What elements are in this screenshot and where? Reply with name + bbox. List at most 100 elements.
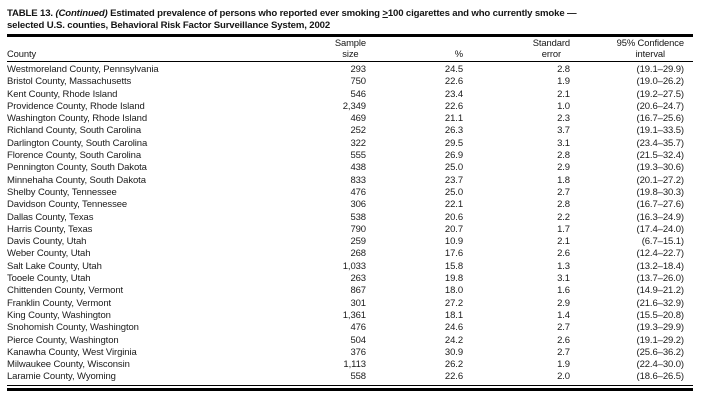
percent-cell: 24.6 (444, 322, 463, 334)
table-body: Westmoreland County, Pennsylvania 293 24… (7, 62, 693, 384)
county-cell: Laramie County, Wyoming (7, 371, 116, 383)
sample-size-cell: 476 (350, 322, 366, 334)
sample-size-cell: 301 (350, 297, 366, 309)
table-row: Shelby County, Tennessee 476 25.0 2.7 (1… (7, 187, 693, 199)
sample-size-cell: 438 (350, 162, 366, 174)
top-rule (7, 34, 693, 37)
table-row: Richland County, South Carolina 252 26.3… (7, 125, 693, 137)
standard-error-cell: 2.8 (557, 199, 570, 211)
county-cell: Providence County, Rhode Island (7, 100, 145, 112)
confidence-interval-cell: (20.6–24.7) (636, 100, 685, 112)
sample-size-cell: 293 (350, 64, 366, 75)
standard-error-cell: 1.6 (557, 285, 570, 297)
percent-cell: 17.6 (444, 248, 463, 260)
sample-size-cell: 867 (350, 285, 366, 297)
percent-cell: 20.7 (444, 223, 463, 235)
percent-cell: 22.1 (444, 199, 463, 211)
sample-size-cell: 306 (350, 199, 366, 211)
standard-error-cell: 2.6 (557, 248, 570, 260)
confidence-interval-cell: (20.1–27.2) (636, 174, 685, 186)
percent-cell: 26.2 (444, 359, 463, 371)
county-cell: Chittenden County, Vermont (7, 285, 124, 297)
table-title: TABLE 13. (Continued) Estimated prevalen… (7, 8, 693, 32)
column-header-county: County (7, 47, 37, 59)
confidence-interval-cell: (19.2–27.5) (636, 88, 685, 100)
county-cell: Westmoreland County, Pennsylvania (7, 64, 159, 75)
standard-error-cell: 2.0 (557, 371, 570, 383)
table-row: Salt Lake County, Utah 1,033 15.8 1.3 (1… (7, 261, 693, 273)
confidence-interval-cell: (21.6–32.9) (636, 297, 685, 309)
confidence-interval-cell: (6.7–15.1) (641, 236, 684, 248)
standard-error-cell: 2.8 (557, 64, 570, 75)
standard-error-cell: 2.1 (557, 88, 570, 100)
percent-cell: 15.8 (444, 260, 463, 272)
sample-size-cell: 538 (350, 211, 366, 223)
county-cell: Pennington County, South Dakota (7, 162, 147, 174)
confidence-interval-cell: (19.3–30.6) (636, 162, 685, 174)
percent-cell: 24.2 (444, 334, 463, 346)
table-row: Tooele County, Utah 263 19.8 3.1 (13.7–2… (7, 273, 693, 285)
table-title-line-2: selected U.S. counties, Behavioral Risk … (7, 20, 331, 31)
sample-size-cell: 546 (350, 88, 366, 100)
sample-size-cell: 504 (350, 334, 366, 346)
table-row: Minnehaha County, South Dakota 833 23.7 … (7, 175, 693, 187)
table-row: Weber County, Utah 268 17.6 2.6 (12.4–22… (7, 248, 693, 260)
sample-size-cell: 1,033 (342, 260, 366, 272)
standard-error-cell: 2.7 (557, 322, 570, 334)
sample-size-cell: 750 (350, 76, 366, 88)
confidence-interval-cell: (22.4–30.0) (636, 359, 685, 371)
county-cell: Shelby County, Tennessee (7, 186, 117, 198)
table-row: King County, Washington 1,361 18.1 1.4 (… (7, 310, 693, 322)
sample-size-cell: 322 (350, 137, 366, 149)
percent-cell: 25.0 (444, 162, 463, 174)
sample-size-cell: 1,361 (342, 309, 366, 321)
percent-cell: 22.6 (444, 100, 463, 112)
standard-error-cell: 2.1 (557, 236, 570, 248)
county-cell: Kanawha County, West Virginia (7, 346, 137, 358)
county-cell: Harris County, Texas (7, 223, 93, 235)
table-label: TABLE 13. (7, 8, 53, 19)
table-row: Laramie County, Wyoming 558 22.6 2.0 (18… (7, 371, 693, 383)
confidence-interval-cell: (19.0–26.2) (636, 76, 685, 88)
percent-cell: 18.0 (444, 285, 463, 297)
percent-cell: 30.9 (444, 346, 463, 358)
county-cell: Weber County, Utah (7, 248, 91, 260)
sample-size-cell: 1,113 (343, 359, 366, 371)
column-header-confidence-interval: 95% Confidence interval (616, 37, 685, 59)
county-cell: Franklin County, Vermont (7, 297, 112, 309)
percent-cell: 27.2 (444, 297, 463, 309)
table-row: Florence County, South Carolina 555 26.9… (7, 150, 693, 162)
table-row: Franklin County, Vermont 301 27.2 2.9 (2… (7, 298, 693, 310)
standard-error-cell: 1.4 (557, 309, 570, 321)
confidence-interval-cell: (19.8–30.3) (636, 186, 685, 198)
confidence-interval-cell: (19.1–29.9) (636, 64, 685, 75)
sample-size-cell: 469 (350, 113, 366, 125)
standard-error-cell: 2.7 (557, 186, 570, 198)
confidence-interval-cell: (16.3–24.9) (636, 211, 685, 223)
confidence-interval-cell: (12.4–22.7) (636, 248, 685, 260)
standard-error-cell: 2.3 (557, 113, 570, 125)
confidence-interval-cell: (13.7–26.0) (636, 273, 685, 285)
standard-error-cell: 1.9 (557, 76, 570, 88)
table-title-text-cont: 100 cigarettes and who currently smoke — (387, 8, 577, 19)
table-row: Providence County, Rhode Island 2,349 22… (7, 101, 693, 113)
percent-cell: 10.9 (444, 236, 463, 248)
table-row: Pennington County, South Dakota 438 25.0… (7, 162, 693, 174)
sample-size-cell: 558 (350, 371, 366, 383)
table-row: Westmoreland County, Pennsylvania 293 24… (7, 64, 693, 76)
confidence-interval-cell: (16.7–25.6) (636, 113, 685, 125)
county-cell: Dallas County, Texas (7, 211, 94, 223)
percent-cell: 23.7 (444, 174, 463, 186)
county-cell: Darlington County, South Carolina (7, 137, 148, 149)
county-cell: Kent County, Rhode Island (7, 88, 118, 100)
county-cell: Milwaukee County, Wisconsin (7, 359, 130, 371)
standard-error-cell: 1.0 (557, 100, 570, 112)
table-continued-label: (Continued) (55, 8, 108, 19)
table-row: Kanawha County, West Virginia 376 30.9 2… (7, 347, 693, 359)
county-cell: Florence County, South Carolina (7, 150, 142, 162)
table-row: Milwaukee County, Wisconsin 1,113 26.2 1… (7, 359, 693, 371)
table-row: Washington County, Rhode Island 469 21.1… (7, 113, 693, 125)
column-header-percent: % (454, 47, 463, 59)
standard-error-cell: 3.1 (557, 137, 570, 149)
